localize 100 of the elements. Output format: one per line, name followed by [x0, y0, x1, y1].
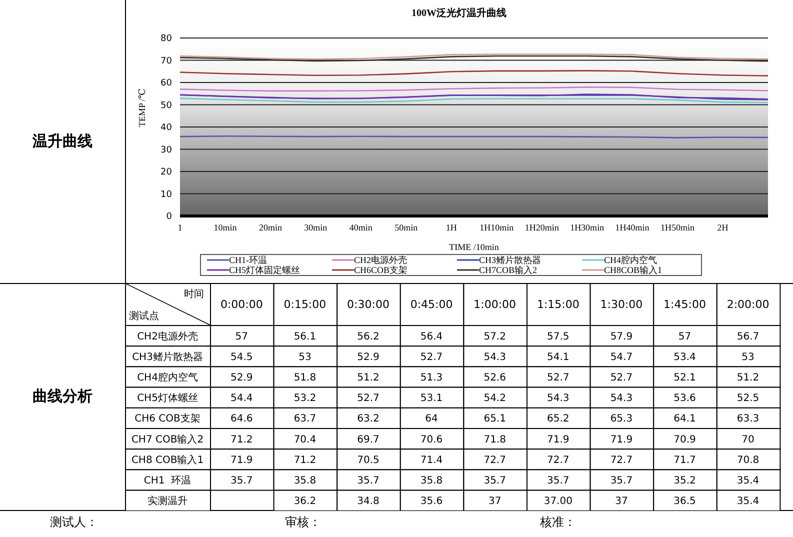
- y-tick-label: 70: [160, 56, 172, 66]
- data-label: 71.9: [610, 434, 633, 446]
- x-tick-label: 1H: [446, 222, 458, 232]
- x-tick-label: 1:30:00: [600, 298, 643, 311]
- data-label: 57: [235, 331, 248, 342]
- legend-label: CH1-环温: [229, 254, 267, 264]
- data-label: 64: [425, 414, 438, 425]
- x-tick-label: 20min: [258, 222, 282, 232]
- data-label: 51.2: [357, 372, 380, 384]
- y-axis-title: 测试点: [129, 310, 159, 322]
- data-label: 56.4: [420, 331, 443, 342]
- data-label: 35.7: [357, 476, 380, 486]
- x-tick-label: 0:30:00: [347, 298, 390, 311]
- data-label: 69.7: [357, 434, 380, 446]
- data-label: 53: [742, 352, 754, 363]
- text: 温升曲线: [32, 131, 94, 152]
- data-label: 70.4: [294, 434, 316, 446]
- y-axis-title: TEMP /℃: [137, 88, 148, 127]
- x-tick-label: 0:00:00: [220, 298, 263, 311]
- data-label: 53: [298, 352, 312, 363]
- data-label: 52.7: [547, 372, 570, 384]
- x-axis-title: TIME /10min: [449, 242, 500, 252]
- data-label: 34.8: [357, 496, 380, 508]
- data-label: 54.2: [484, 393, 506, 404]
- data-label: 57.2: [484, 331, 506, 342]
- data-label: 64.6: [230, 414, 253, 425]
- y-tick-label: 80: [160, 34, 172, 44]
- x-tick-label: 50min: [394, 222, 418, 232]
- text: 曲线分析: [32, 386, 94, 407]
- x-tick-label: 1: [178, 222, 182, 232]
- data-label: 53.2: [294, 393, 316, 404]
- data-label: 56.7: [736, 331, 760, 342]
- data-label: 56.2: [357, 331, 380, 342]
- y-tick-label: 60: [160, 78, 172, 89]
- data-label: 70.9: [674, 434, 696, 446]
- data-label: 35.7: [610, 476, 633, 486]
- data-label: 35.2: [674, 476, 696, 486]
- data-label: 53.6: [674, 393, 696, 404]
- data-label: 70.6: [420, 434, 443, 446]
- data-label: 52.9: [357, 352, 380, 363]
- data-label: 52.1: [674, 372, 696, 384]
- y-tick-label: CH3鳍片散热器: [132, 350, 203, 363]
- x-tick-label: 1H50min: [660, 222, 696, 232]
- data-label: 53.4: [674, 352, 696, 363]
- data-label: 35.4: [736, 496, 760, 508]
- data-label: 52.6: [484, 372, 506, 384]
- text: 核准：: [540, 514, 576, 531]
- data-label: 71.8: [484, 434, 506, 446]
- x-tick-label: 0:45:00: [410, 298, 453, 311]
- y-tick-label: 40: [160, 123, 172, 134]
- y-tick-label: 0: [166, 212, 172, 222]
- data-label: 72.7: [484, 454, 506, 466]
- text: 测试人：: [50, 514, 98, 531]
- legend-label: CH6COB支架: [354, 264, 408, 276]
- data-label: 54.3: [610, 393, 633, 404]
- y-tick-label: 实测温升: [148, 495, 188, 508]
- data-label: 37: [488, 496, 502, 508]
- y-tick-label: 50: [160, 100, 172, 111]
- data-label: 35.7: [230, 476, 253, 486]
- data-label: 52.7: [357, 393, 380, 404]
- data-label: 53.1: [420, 393, 443, 404]
- legend-label: CH4腔内空气: [604, 254, 658, 264]
- data-label: 65.2: [547, 414, 570, 425]
- legend-label: CH7COB输入2: [479, 264, 538, 276]
- x-tick-label: 1:00:00: [474, 298, 516, 311]
- data-label: 56.1: [294, 331, 316, 342]
- data-label: 65.1: [484, 414, 506, 425]
- data-label: 54.3: [484, 352, 506, 363]
- data-label: 54.4: [230, 393, 253, 404]
- x-tick-label: 10min: [214, 222, 238, 232]
- x-tick-label: 30min: [304, 222, 328, 232]
- data-label: 52.5: [736, 393, 760, 404]
- data-label: 52.9: [230, 372, 253, 384]
- data-label: 35.8: [420, 476, 443, 486]
- data-label: 51.3: [420, 372, 443, 384]
- x-tick-label: 2:00:00: [726, 298, 770, 311]
- data-label: 70: [742, 434, 754, 446]
- data-label: 54.7: [610, 352, 633, 363]
- x-tick-label: 0:15:00: [284, 298, 326, 311]
- data-label: 54.5: [230, 352, 253, 363]
- y-tick-label: CH6 COB支架: [134, 412, 200, 425]
- y-tick-label: CH5灯体螺丝: [137, 392, 198, 404]
- data-label: 71.2: [230, 434, 253, 446]
- x-axis-title: 时间: [184, 288, 204, 300]
- x-tick-label: 40min: [349, 222, 373, 232]
- y-tick-label: CH7 COB输入2: [131, 433, 204, 446]
- y-tick-label: 10: [160, 190, 172, 200]
- data-label: 51.2: [736, 372, 760, 384]
- data-label: 71.4: [420, 454, 443, 466]
- data-label: 57.5: [547, 331, 570, 342]
- x-tick-label: 1H10min: [480, 222, 514, 232]
- data-label: 63.3: [736, 414, 760, 425]
- x-tick-label: 1:45:00: [664, 298, 706, 311]
- data-label: 52.7: [420, 352, 443, 363]
- y-tick-label: CH2电源外壳: [137, 330, 198, 342]
- data-label: 51.8: [294, 372, 316, 384]
- x-tick-label: 1:15:00: [536, 298, 580, 311]
- x-tick-label: 2H: [717, 222, 729, 232]
- data-label: 36.5: [674, 496, 696, 508]
- data-label: 36.2: [294, 496, 316, 508]
